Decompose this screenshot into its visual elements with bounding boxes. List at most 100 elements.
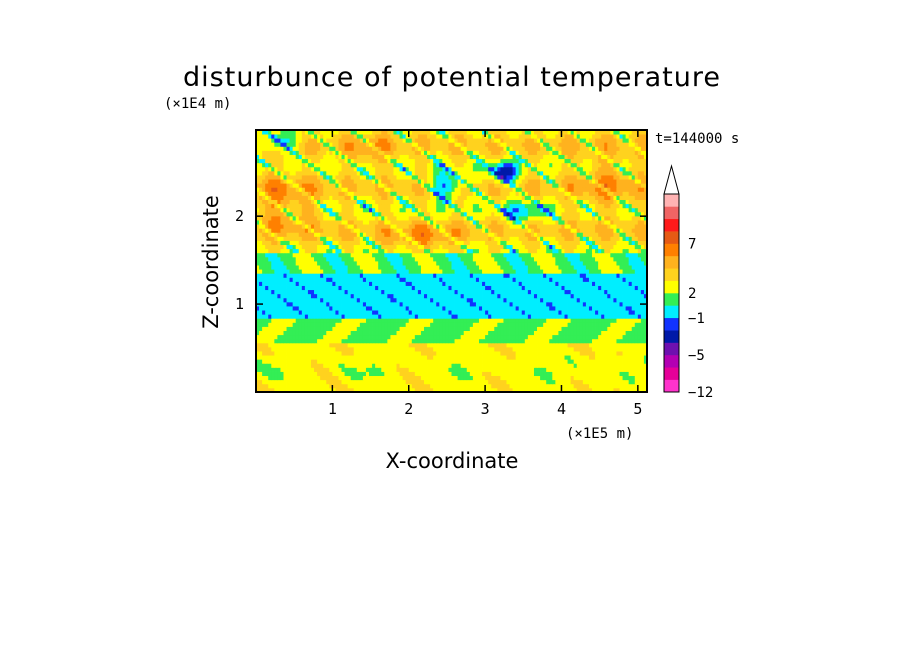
heatmap-cell bbox=[518, 322, 523, 327]
heatmap-cell bbox=[439, 367, 443, 372]
heatmap-cell bbox=[546, 367, 550, 372]
heatmap-cell bbox=[341, 334, 345, 340]
heatmap-cell bbox=[628, 346, 633, 352]
heatmap-cell bbox=[314, 322, 318, 327]
heatmap-cell bbox=[259, 236, 263, 241]
heatmap-cell bbox=[369, 310, 373, 315]
heatmap-cell bbox=[552, 346, 556, 352]
heatmap-cell bbox=[381, 338, 385, 344]
heatmap-cell bbox=[326, 342, 330, 348]
heatmap-cell bbox=[307, 301, 312, 307]
heatmap-cell bbox=[310, 285, 315, 291]
heatmap-cell bbox=[292, 342, 297, 348]
heatmap-cell bbox=[271, 375, 275, 381]
heatmap-cell bbox=[457, 318, 462, 323]
heatmap-cell bbox=[320, 277, 324, 282]
heatmap-cell bbox=[277, 285, 281, 291]
heatmap-cell bbox=[643, 363, 648, 368]
heatmap-cell bbox=[463, 334, 468, 340]
heatmap-cell bbox=[430, 363, 434, 368]
heatmap-cell bbox=[283, 265, 287, 270]
heatmap-cell bbox=[515, 342, 520, 348]
heatmap-cell bbox=[595, 351, 599, 356]
heatmap-cell bbox=[518, 355, 523, 360]
heatmap-cell bbox=[427, 248, 431, 254]
heatmap-cell bbox=[503, 289, 507, 295]
heatmap-cell bbox=[595, 240, 599, 246]
heatmap-cell bbox=[619, 273, 623, 278]
heatmap-cell bbox=[387, 334, 391, 340]
heatmap-cell bbox=[265, 379, 269, 385]
heatmap-cell bbox=[503, 387, 507, 393]
heatmap-cell bbox=[463, 359, 468, 364]
heatmap-cell bbox=[454, 330, 458, 336]
heatmap-cell bbox=[424, 314, 428, 319]
heatmap-cell bbox=[619, 265, 623, 270]
heatmap-cell bbox=[494, 297, 498, 303]
heatmap-cell bbox=[259, 371, 263, 377]
heatmap-cell bbox=[637, 273, 642, 278]
heatmap-cell bbox=[320, 383, 324, 389]
heatmap-cell bbox=[475, 322, 480, 327]
heatmap-cell bbox=[399, 346, 404, 352]
heatmap-cell bbox=[475, 252, 480, 258]
heatmap-cell bbox=[488, 342, 492, 348]
heatmap-cell bbox=[329, 232, 333, 237]
heatmap-cell bbox=[576, 281, 581, 286]
heatmap-cell bbox=[280, 306, 284, 311]
heatmap-cell bbox=[604, 273, 608, 278]
heatmap-cell bbox=[585, 244, 590, 250]
heatmap-cell bbox=[310, 252, 315, 258]
heatmap-cell bbox=[414, 346, 419, 352]
heatmap-cell bbox=[503, 297, 507, 303]
heatmap-cell bbox=[375, 326, 379, 331]
heatmap-cell bbox=[466, 346, 471, 352]
heatmap-cell bbox=[298, 277, 303, 282]
heatmap-cell bbox=[488, 383, 492, 389]
heatmap-cell bbox=[500, 379, 504, 385]
heatmap-cell bbox=[518, 346, 523, 352]
heatmap-cell bbox=[598, 371, 602, 377]
heatmap-cell bbox=[595, 306, 599, 311]
heatmap-cell bbox=[359, 285, 364, 291]
heatmap-cell bbox=[622, 371, 627, 377]
heatmap-cell bbox=[424, 269, 428, 274]
heatmap-cell bbox=[375, 338, 379, 344]
heatmap-cell bbox=[420, 236, 425, 241]
heatmap-cell bbox=[286, 383, 290, 389]
heatmap-cell bbox=[460, 297, 465, 303]
heatmap-cell bbox=[356, 371, 361, 377]
heatmap-cell bbox=[420, 334, 425, 340]
heatmap-cell bbox=[491, 334, 495, 340]
heatmap-cell bbox=[399, 252, 404, 258]
heatmap-cell bbox=[274, 306, 278, 311]
heatmap-cell bbox=[271, 359, 275, 364]
heatmap-cell bbox=[546, 338, 550, 344]
heatmap-cell bbox=[527, 383, 532, 389]
heatmap-cell bbox=[362, 261, 367, 266]
heatmap-cell bbox=[616, 244, 620, 250]
heatmap-cell bbox=[427, 273, 431, 278]
heatmap-cell bbox=[546, 261, 550, 266]
heatmap-cell bbox=[424, 330, 428, 336]
heatmap-cell bbox=[387, 363, 391, 368]
heatmap-cell bbox=[332, 256, 336, 262]
heatmap-cell bbox=[408, 367, 413, 372]
heatmap-cell bbox=[512, 342, 517, 348]
heatmap-cell bbox=[433, 363, 437, 368]
heatmap-cell bbox=[552, 383, 556, 389]
heatmap-cell bbox=[274, 277, 278, 282]
heatmap-cell bbox=[323, 346, 327, 352]
heatmap-cell bbox=[295, 375, 300, 381]
heatmap-cell bbox=[469, 277, 474, 282]
heatmap-cell bbox=[478, 326, 483, 331]
heatmap-cell bbox=[411, 387, 416, 393]
heatmap-cell bbox=[341, 310, 345, 315]
heatmap-cell bbox=[631, 338, 636, 344]
heatmap-cell bbox=[640, 338, 645, 344]
heatmap-cell bbox=[362, 379, 367, 385]
heatmap-cell bbox=[588, 351, 593, 356]
heatmap-cell bbox=[466, 375, 471, 381]
heatmap-cell bbox=[402, 367, 407, 372]
heatmap-cell bbox=[585, 355, 590, 360]
